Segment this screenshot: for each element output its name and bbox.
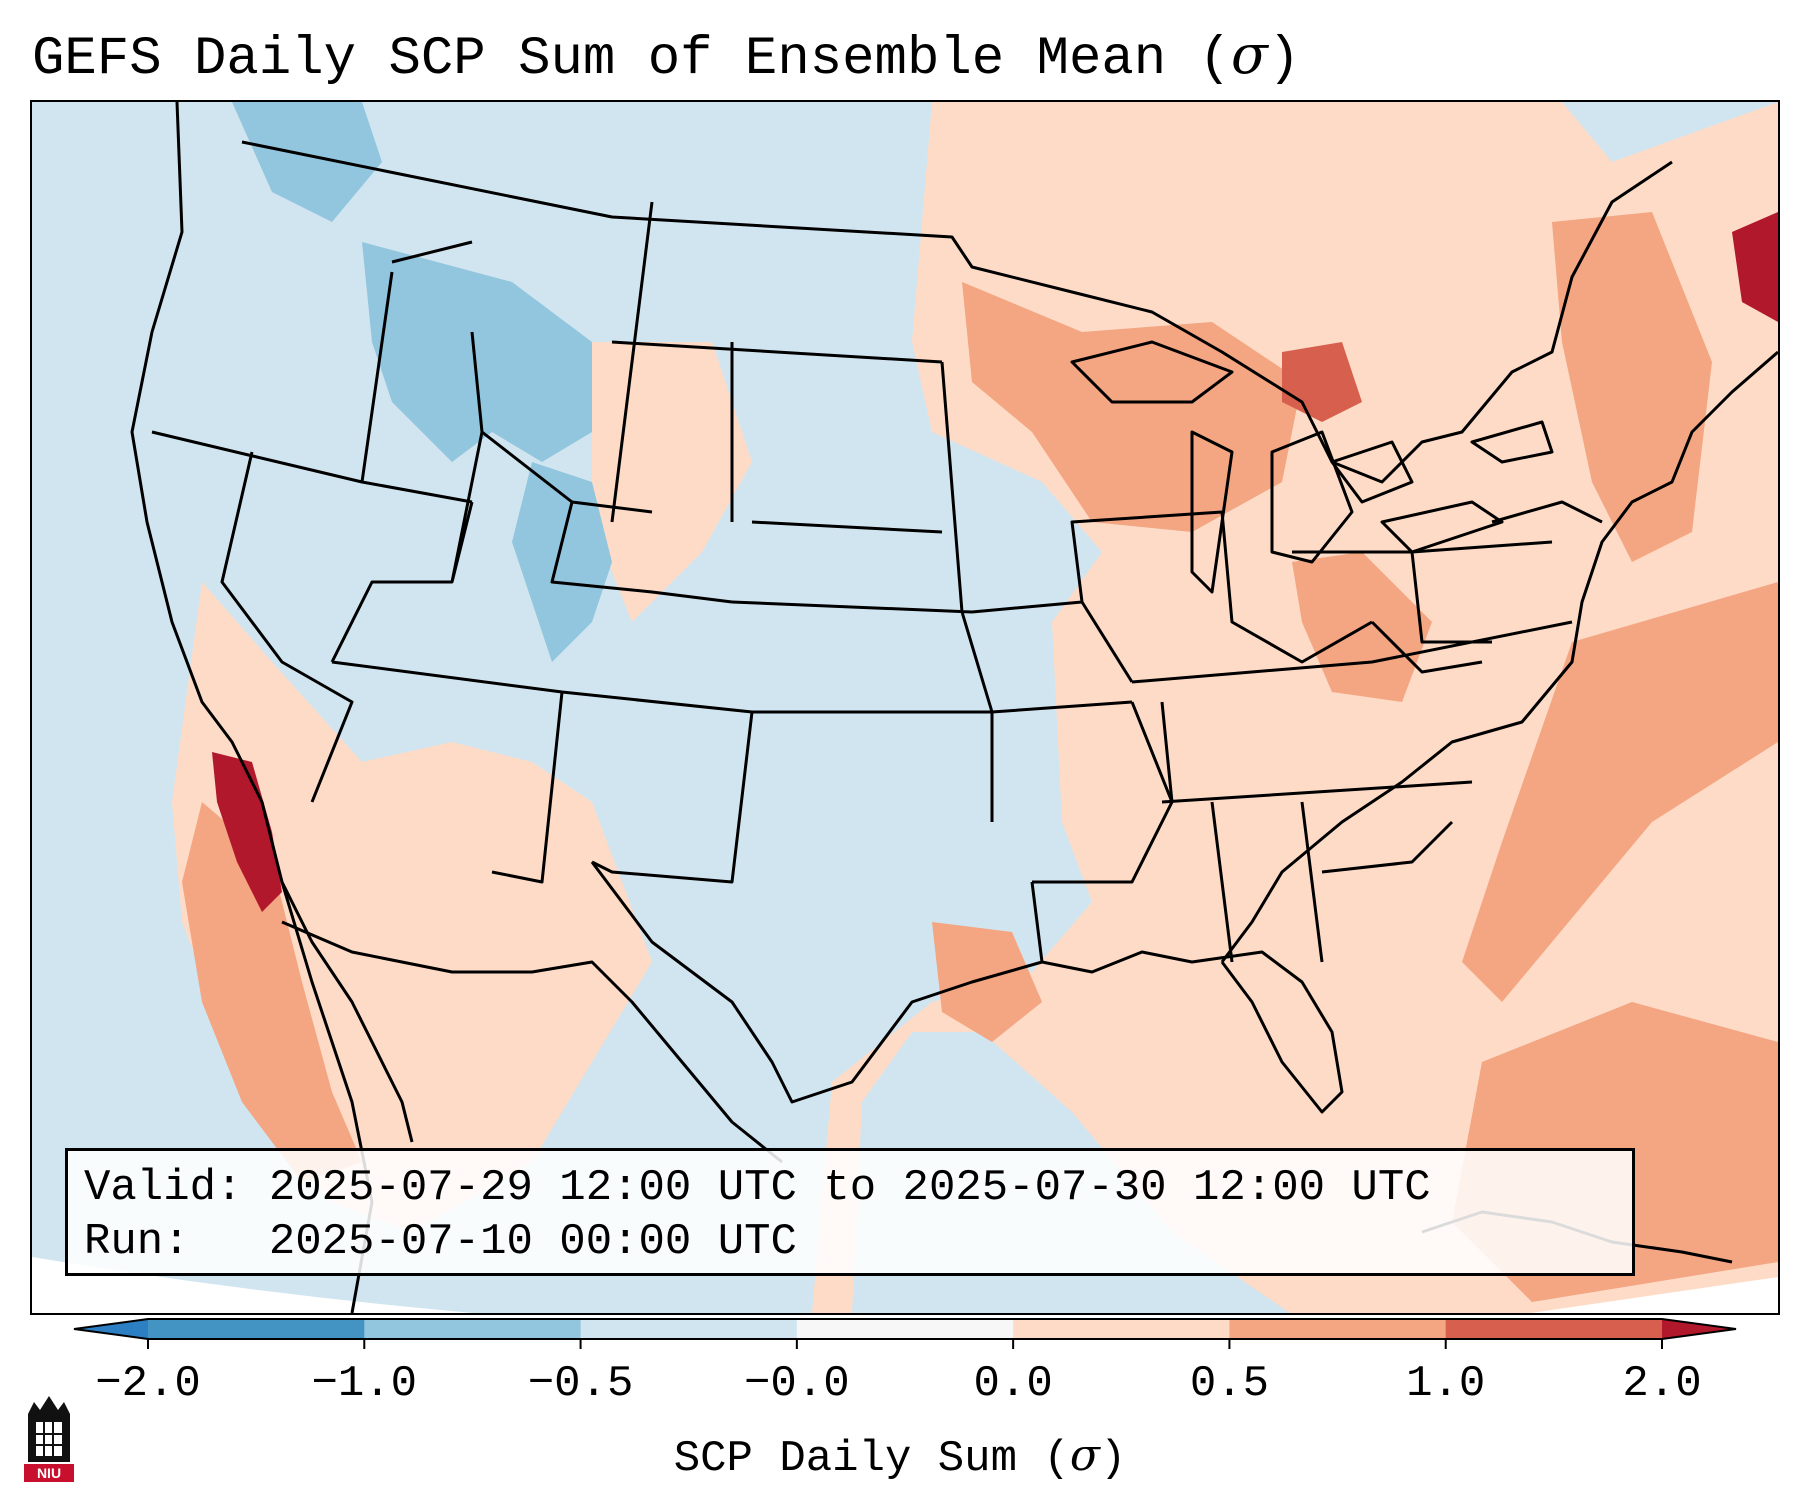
colorbar-bin (148, 1319, 365, 1339)
great-lakes-outline (1070, 340, 1554, 594)
region-northern-plains (592, 342, 752, 622)
colorbar-tick-label: 1.0 (1406, 1359, 1485, 1409)
colorbar-bin (1229, 1319, 1447, 1339)
negative-anomaly-regions (232, 102, 612, 662)
run-line: Run: 2025-07-10 00:00 UTC (84, 1215, 1632, 1269)
colorbar-segments (73, 1318, 1737, 1340)
region-northwest-cool (232, 102, 382, 222)
colorbar-tick-label: 0.0 (974, 1359, 1053, 1409)
region-atlantic-warm (1462, 582, 1778, 1002)
map-canvas (32, 102, 1778, 1313)
colorbar-label-text: SCP Daily Sum (674, 1434, 1017, 1484)
colorbar-tick-label: 2.0 (1622, 1359, 1701, 1409)
west-coast (130, 102, 374, 1313)
region-baja-warm (182, 802, 362, 1182)
logo-text: NIU (37, 1465, 61, 1481)
colorbar-label: SCP Daily Sum (σ) (674, 1430, 1127, 1484)
map-panel (30, 100, 1780, 1315)
run-value: 2025-07-10 00:00 UTC (268, 1217, 797, 1267)
region-gulf-coast-warm (932, 922, 1042, 1042)
run-label: Run: (84, 1217, 190, 1267)
colorbar-bin (796, 1319, 1014, 1339)
valid-label: Valid: (84, 1163, 243, 1213)
colorbar: −2.0 −1.0 −0.5 −0.0 0.0 0.5 1.0 2.0 SCP Daily S… (73, 1318, 1737, 1484)
sigma-symbol: σ (1231, 23, 1268, 86)
mexico-border (281, 920, 783, 1164)
colorbar-tick-label: −2.0 (95, 1359, 201, 1409)
logo-badge (24, 1464, 74, 1482)
region-maine-extreme (1732, 212, 1778, 322)
region-montana-cool (362, 242, 592, 462)
valid-line: Valid: 2025-07-29 12:00 UTC to 2025-07-3… (84, 1161, 1632, 1215)
colorbar-tick-label: −0.0 (744, 1359, 850, 1409)
logo-window-grid (36, 1422, 62, 1456)
baja-peninsula (280, 881, 414, 1143)
logo-window (36, 1422, 62, 1456)
colorbar-bin (1013, 1319, 1230, 1339)
state-lines-west (151, 240, 754, 884)
colorbar-bin (1445, 1319, 1663, 1339)
validity-info-box: Valid: 2025-07-29 12:00 UTC to 2025-07-3… (65, 1148, 1635, 1276)
colorbar-sigma: σ (1070, 1430, 1102, 1481)
colorbar-extend-low (74, 1319, 148, 1339)
colorbar-tick-label: 0.5 (1190, 1359, 1269, 1409)
region-northeast-warm (1552, 212, 1712, 562)
colorbar-tick-label: −0.5 (528, 1359, 634, 1409)
colorbar-ticks: −2.0 −1.0 −0.5 −0.0 0.0 0.5 1.0 2.0 (95, 1339, 1702, 1409)
region-socal-extreme (212, 752, 282, 912)
colorbar-extend-high (1662, 1319, 1736, 1339)
niu-logo: NIU (24, 1396, 74, 1482)
region-upper-midwest-warm (962, 282, 1302, 532)
region-wyoming-cool (512, 462, 612, 662)
east-coast (1220, 350, 1778, 963)
colorbar-bin (364, 1319, 582, 1339)
colorbar-tick-label: −1.0 (311, 1359, 417, 1409)
chart-title: GEFS Daily SCP Sum of Ensemble Mean (σ) (32, 23, 1301, 90)
gulf-coast (590, 861, 1344, 1114)
chart-title-text: GEFS Daily SCP Sum of Ensemble Mean (32, 29, 1167, 90)
valid-value: 2025-07-29 12:00 UTC to 2025-07-30 12:00… (268, 1163, 1431, 1213)
colorbar-bin (580, 1319, 798, 1339)
state-lines-central (610, 201, 1223, 963)
